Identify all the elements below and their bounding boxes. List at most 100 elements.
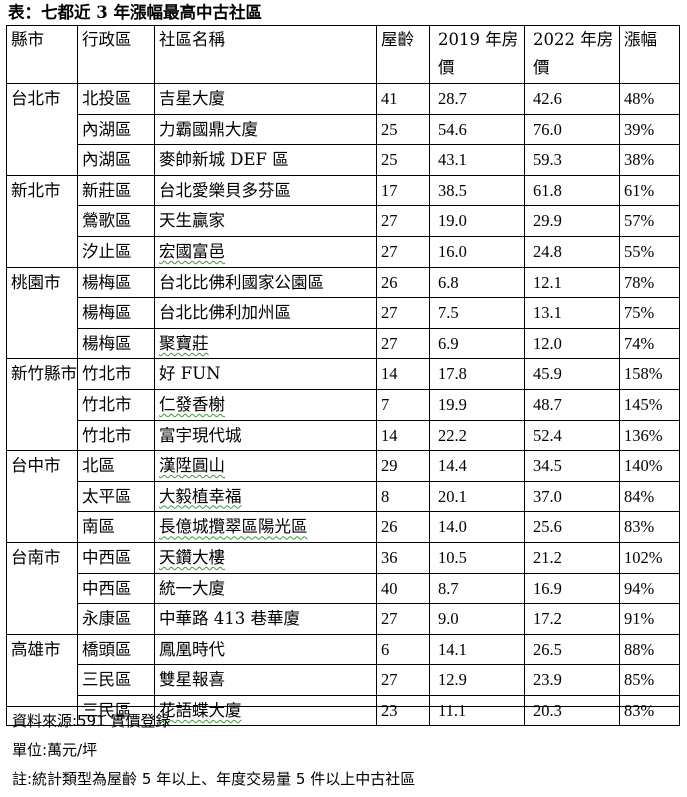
cell-price-2019-text: 14.0 (438, 517, 467, 537)
table-row: 汐止區 宏國富邑 27 16.0 24.8 55% (7, 235, 680, 268)
cell-age-text: 14 (381, 364, 398, 384)
cell-age-text: 6 (381, 639, 390, 659)
cell-price-2019: 7.5 (429, 297, 525, 329)
cell-age: 36 (376, 541, 430, 574)
cell-price-2022: 24.8 (524, 235, 620, 268)
cell-age-text: 14 (381, 425, 398, 445)
cell-growth-text: 84% (624, 486, 655, 506)
cell-age: 29 (376, 450, 430, 482)
table-header: 縣市 行政區 社區名稱 屋齡 2019 年房價 2022 年房價 漲幅 (6, 25, 680, 84)
cell-community: 吉星大廈 (154, 83, 377, 115)
table-row: 新竹縣市 竹北市 好 FUN 14 17.8 45.9 158% (6, 358, 680, 452)
cell-community: 雙星報喜 (154, 664, 377, 696)
header-city: 縣市 (6, 25, 78, 84)
cell-growth: 39% (619, 113, 680, 146)
cell-price-2019: 20.1 (429, 480, 525, 513)
cell-price-2019: 6.8 (429, 266, 525, 299)
cell-price-2022-text: 61.8 (533, 180, 562, 200)
cell-price-2019: 54.6 (429, 113, 525, 146)
cell-district-text: 汐止區 (82, 241, 132, 261)
cell-district: 新莊區 (77, 174, 155, 207)
cell-city: 台中市 (6, 450, 78, 543)
cell-price-2022-text: 16.9 (533, 578, 562, 598)
cell-price-2022-text: 76.0 (533, 119, 562, 139)
cell-price-2019: 8.7 (429, 572, 525, 605)
table-row: 新北市 新莊區 台北愛樂貝多芬區 17 38.5 61.8 61% (6, 174, 680, 268)
table-title: 表：七都近 3 年漲幅最高中古社區 (8, 3, 262, 22)
table-row: 竹北市 富宇現代城 14 22.2 52.4 136% (7, 419, 680, 452)
cell-growth-text: 136% (624, 425, 663, 445)
statistics-note: 註:統計類型為屋齡 5 年以上、年度交易量 5 件以上中古社區 (12, 770, 416, 788)
cell-age-text: 25 (381, 119, 398, 139)
cell-price-2019-text: 19.9 (438, 394, 467, 414)
table-row: 竹北市 仁發香榭 7 19.9 48.7 145% (7, 388, 680, 421)
cell-price-2022-text: 29.9 (533, 211, 562, 231)
cell-price-2019: 14.1 (429, 633, 525, 666)
cell-price-2019: 14.0 (429, 511, 525, 543)
table-row: 內湖區 力霸國鼎大廈 25 54.6 76.0 39% (7, 113, 680, 146)
cell-growth: 75% (619, 297, 680, 329)
header-age: 屋齡 (376, 25, 430, 84)
cell-district: 三民區 (77, 664, 155, 696)
cell-city: 台北市 (6, 83, 78, 176)
cell-price-2019-text: 20.1 (438, 486, 467, 506)
cell-price-2022-text: 17.2 (533, 609, 562, 629)
cell-age-text: 27 (381, 609, 398, 629)
cell-price-2022: 21.2 (524, 541, 620, 574)
table-row: 楊梅區 台北比佛利加州區 27 7.5 13.1 75% (7, 297, 680, 329)
cell-district: 永康區 (77, 603, 155, 635)
cell-community-text: 仁發香榭 (159, 394, 225, 414)
cell-growth-text: 88% (624, 639, 655, 659)
cell-price-2022: 34.5 (524, 450, 620, 482)
cell-price-2022: 59.3 (524, 144, 620, 176)
cell-district: 汐止區 (77, 235, 155, 268)
cell-district-text: 楊梅區 (82, 303, 132, 323)
cell-community-text: 麥帥新城 DEF 區 (159, 150, 289, 170)
cell-age-text: 36 (381, 547, 398, 567)
table-row: 三民區 花語蝶大廈 23 11.1 20.3 83% (7, 694, 680, 727)
header-price-2022: 2022 年房價 (524, 25, 620, 84)
cell-price-2022: 16.9 (524, 572, 620, 605)
cell-district: 北區 (77, 450, 155, 482)
cell-age: 26 (376, 511, 430, 543)
cell-growth-text: 55% (624, 241, 655, 261)
cell-age-text: 27 (381, 211, 398, 231)
cell-price-2022: 45.9 (524, 358, 620, 390)
cell-district-text: 中西區 (82, 547, 132, 567)
cell-price-2019-text: 22.2 (438, 425, 467, 445)
cell-price-2019-text: 19.0 (438, 211, 467, 231)
table-row: 桃園市 楊梅區 台北比佛利國家公園區 26 6.8 12.1 78% (6, 266, 680, 360)
cell-age-text: 27 (381, 241, 398, 261)
table-row: 台中市 北區 漢陞圓山 29 14.4 34.5 140% (6, 450, 680, 543)
cell-price-2022-text: 25.6 (533, 517, 562, 537)
cell-growth-text: 94% (624, 578, 655, 598)
cell-age: 25 (376, 113, 430, 146)
cell-community: 天生贏家 (154, 205, 377, 237)
cell-community: 好 FUN (154, 358, 377, 390)
cell-age: 27 (376, 327, 430, 360)
cell-age-text: 7 (381, 394, 390, 414)
cell-community-text: 雙星報喜 (159, 670, 225, 690)
cell-community: 台北比佛利國家公園區 (154, 266, 377, 299)
cell-district-text: 楊梅區 (82, 333, 132, 353)
table-footer: 資料來源:591 實價登錄 單位:萬元/坪 註:統計類型為屋齡 5 年以上、年度… (6, 706, 679, 794)
cell-price-2019: 9.0 (429, 603, 525, 635)
table-row: 鶯歌區 天生贏家 27 19.0 29.9 57% (7, 205, 680, 237)
data-table: 縣市 行政區 社區名稱 屋齡 2019 年房價 2022 年房價 漲幅 台北市北… (6, 25, 680, 727)
cell-growth: 84% (619, 480, 680, 513)
cell-age-text: 17 (381, 180, 398, 200)
cell-price-2022: 37.0 (524, 480, 620, 513)
table-row: 高雄市 橋頭區 鳳凰時代 6 14.1 26.5 88% (6, 633, 680, 727)
cell-community: 力霸國鼎大廈 (154, 113, 377, 146)
cell-price-2019-text: 9.0 (438, 609, 459, 629)
cell-price-2022-text: 37.0 (533, 486, 562, 506)
cell-price-2022: 12.1 (524, 266, 620, 299)
cell-price-2019-text: 7.5 (438, 303, 459, 323)
cell-price-2019: 14.4 (429, 450, 525, 482)
cell-district-text: 南區 (82, 517, 115, 537)
cell-community: 台北比佛利加州區 (154, 297, 377, 329)
cell-price-2022-text: 12.0 (533, 333, 562, 353)
cell-growth: 55% (619, 235, 680, 268)
cell-district: 內湖區 (77, 113, 155, 146)
cell-age: 27 (376, 603, 430, 635)
